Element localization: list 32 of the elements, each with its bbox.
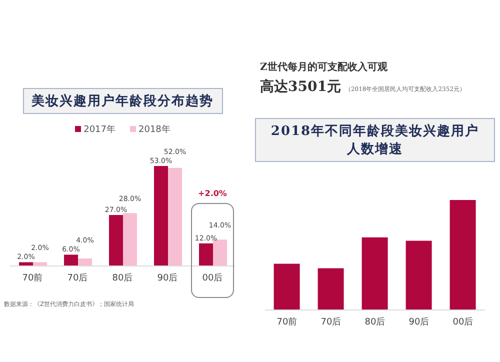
x-tick-label: 90后	[157, 272, 178, 284]
x-tick-label: 70前	[276, 316, 298, 328]
x-tick-label: 90后	[408, 316, 430, 328]
x-tick-label: 00后	[202, 272, 223, 284]
bar	[123, 213, 137, 266]
bar	[168, 168, 182, 266]
bar	[406, 240, 432, 310]
text: Z世代每月的可支配收入可观	[260, 60, 388, 74]
x-tick-label: 70后	[320, 316, 342, 328]
chart-title: 2018年不同年龄段美妆兴趣用户人数增速	[255, 118, 495, 162]
chart-title: 美妆兴趣用户年龄段分布趋势	[22, 88, 222, 114]
legend-label: 2017年	[82, 124, 116, 136]
bar	[318, 268, 344, 310]
bar	[362, 237, 388, 310]
text: 高达3501元	[260, 78, 341, 96]
x-tick-label: 80后	[112, 272, 133, 284]
bar	[78, 258, 92, 266]
x-tick-label: 70前	[22, 272, 43, 284]
bar	[33, 262, 47, 266]
x-tick-label: 70后	[67, 272, 88, 284]
bar	[213, 240, 227, 266]
bar	[109, 215, 123, 266]
bar	[199, 243, 213, 266]
bar	[154, 166, 168, 266]
bar	[19, 262, 33, 266]
bar	[274, 264, 300, 310]
bar	[64, 254, 78, 266]
x-tick-label: 00后	[452, 316, 474, 328]
x-tick-label: 80后	[364, 316, 386, 328]
bar	[450, 200, 476, 310]
annotation: +2.0%	[197, 189, 228, 198]
legend-label: 2018年	[138, 124, 170, 136]
